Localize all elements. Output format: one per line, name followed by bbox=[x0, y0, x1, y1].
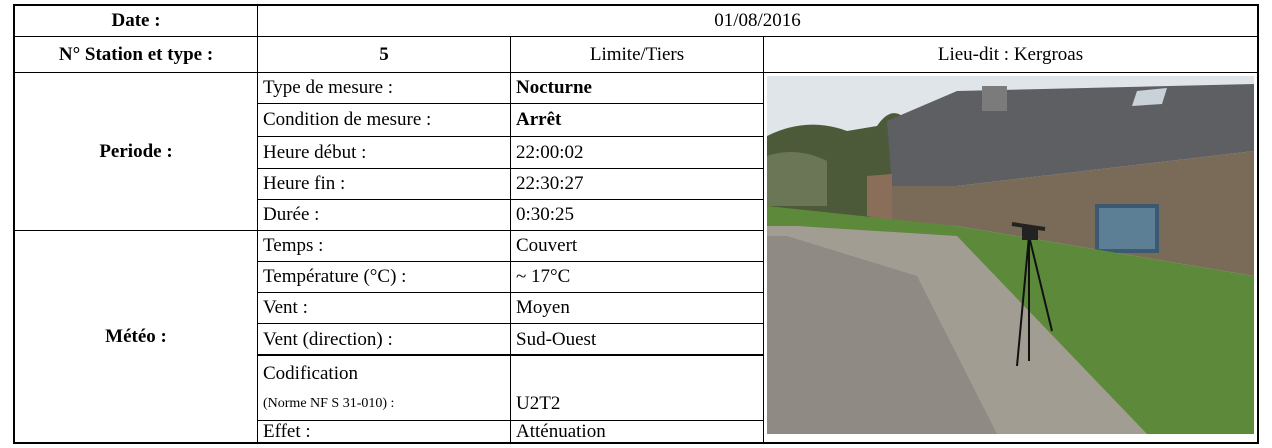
row-value: Nocturne bbox=[510, 72, 764, 104]
row-label: Heure fin : bbox=[257, 168, 511, 200]
row-label: Durée : bbox=[257, 199, 511, 231]
row-label: Température (°C) : bbox=[257, 261, 511, 293]
codification-value-cell: U2T2 bbox=[510, 354, 764, 421]
row-value: 22:00:02 bbox=[510, 136, 764, 169]
meteo-label: Météo : bbox=[14, 230, 258, 444]
periode-label: Periode : bbox=[14, 72, 258, 231]
row-value: ~ 17°C bbox=[510, 261, 764, 293]
date-label: Date : bbox=[14, 5, 258, 37]
codification-value: U2T2 bbox=[516, 393, 560, 415]
station-type: Limite/Tiers bbox=[510, 36, 764, 73]
photo-cell bbox=[763, 72, 1258, 444]
codification-label: Codification bbox=[263, 363, 358, 385]
row-value: Sud-Ouest bbox=[510, 323, 764, 356]
row-label: Condition de mesure : bbox=[257, 103, 511, 137]
date: 01/08/2016 bbox=[257, 5, 1258, 37]
row-label: Type de mesure : bbox=[257, 72, 511, 104]
codification-norme: (Norme NF S 31-010) : bbox=[263, 396, 394, 412]
station-label: N° Station et type : bbox=[14, 36, 258, 73]
codification-label-cell: Codification (Norme NF S 31-010) : bbox=[257, 354, 511, 421]
sheet: Date : 01/08/2016 N° Station et type : 5… bbox=[0, 0, 1272, 448]
station-number: 5 bbox=[257, 36, 511, 73]
row-value: Arrêt bbox=[510, 103, 764, 137]
row-label: Heure début : bbox=[257, 136, 511, 169]
row-label: Vent (direction) : bbox=[257, 323, 511, 356]
row-value: Couvert bbox=[510, 230, 764, 262]
row-label: Vent : bbox=[257, 292, 511, 324]
row-label: Temps : bbox=[257, 230, 511, 262]
photo bbox=[767, 76, 1254, 434]
effet-label: Effet : bbox=[257, 420, 511, 444]
row-value: 22:30:27 bbox=[510, 168, 764, 200]
effet-value: Atténuation bbox=[510, 420, 764, 444]
row-value: 0:30:25 bbox=[510, 199, 764, 231]
row-value: Moyen bbox=[510, 292, 764, 324]
station-lieu: Lieu-dit : Kergroas bbox=[763, 36, 1258, 73]
